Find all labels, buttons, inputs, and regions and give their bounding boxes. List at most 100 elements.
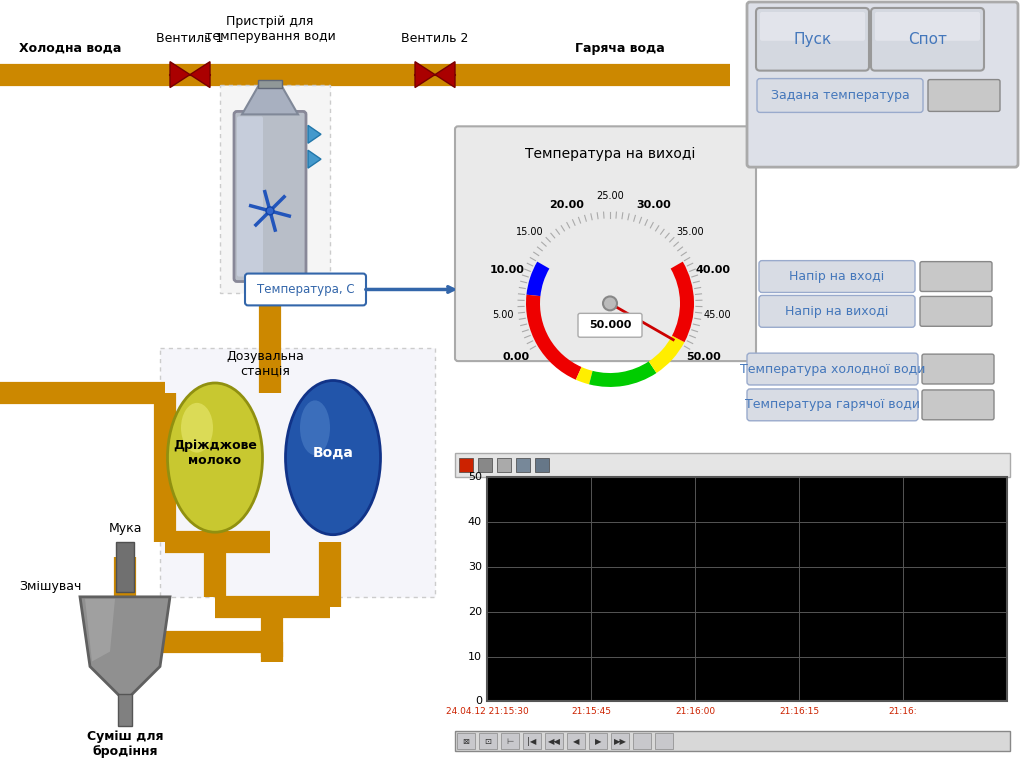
Polygon shape: [190, 62, 210, 88]
Text: 5.00: 5.00: [492, 310, 514, 320]
Circle shape: [266, 207, 274, 215]
FancyBboxPatch shape: [922, 354, 994, 384]
Text: 10: 10: [468, 651, 482, 661]
Wedge shape: [671, 262, 694, 342]
Text: 40: 40: [468, 517, 482, 527]
Text: 30.00: 30.00: [636, 200, 671, 210]
FancyBboxPatch shape: [756, 8, 869, 71]
FancyBboxPatch shape: [922, 390, 994, 420]
Polygon shape: [308, 126, 321, 143]
Bar: [455, 731, 1010, 751]
FancyBboxPatch shape: [759, 295, 915, 327]
FancyBboxPatch shape: [237, 116, 263, 276]
Text: 50: 50: [468, 473, 482, 482]
Text: ◀◀: ◀◀: [547, 737, 561, 746]
Text: Мука: Мука: [108, 522, 142, 535]
FancyBboxPatch shape: [747, 389, 918, 421]
Bar: [501, 733, 519, 749]
Bar: [589, 733, 607, 749]
FancyBboxPatch shape: [759, 260, 915, 292]
FancyBboxPatch shape: [875, 12, 980, 41]
Text: 15.00: 15.00: [516, 227, 543, 237]
FancyBboxPatch shape: [757, 78, 923, 113]
Text: ⊡: ⊡: [485, 737, 491, 746]
Text: Температура холодної води: Температура холодної води: [740, 362, 925, 376]
Text: 20: 20: [468, 607, 482, 616]
FancyBboxPatch shape: [220, 84, 330, 294]
Bar: [459, 457, 473, 472]
Text: 25.00: 25.00: [596, 191, 624, 201]
Bar: [478, 457, 492, 472]
Text: ⊠: ⊠: [463, 737, 470, 746]
Text: 21:16:00: 21:16:00: [675, 707, 715, 716]
Text: 30: 30: [468, 562, 482, 572]
FancyBboxPatch shape: [234, 111, 306, 282]
Text: 10.00: 10.00: [490, 265, 525, 275]
Polygon shape: [118, 694, 132, 726]
Bar: [535, 457, 549, 472]
Text: 0.00: 0.00: [503, 352, 530, 362]
Text: 50.00: 50.00: [686, 352, 721, 362]
Polygon shape: [245, 279, 295, 304]
Text: Вентиль 2: Вентиль 2: [401, 32, 469, 45]
FancyBboxPatch shape: [578, 314, 642, 337]
FancyBboxPatch shape: [160, 349, 435, 597]
Text: Температура на виході: Температура на виході: [525, 147, 695, 161]
Text: Пристрій для
темперування води: Пристрій для темперування води: [204, 15, 335, 43]
Bar: [611, 733, 629, 749]
Text: Дозувальна
станція: Дозувальна станція: [226, 350, 304, 378]
Ellipse shape: [167, 383, 262, 532]
Wedge shape: [527, 262, 549, 296]
Wedge shape: [576, 367, 592, 384]
Text: ◀: ◀: [573, 737, 579, 746]
Wedge shape: [526, 295, 582, 380]
Polygon shape: [85, 599, 115, 661]
Text: Вода: Вода: [312, 446, 353, 460]
Bar: [545, 733, 563, 749]
FancyBboxPatch shape: [920, 297, 992, 326]
Text: Гаряча вода: Гаряча вода: [575, 42, 665, 55]
Bar: [457, 733, 475, 749]
Text: 21:15:45: 21:15:45: [571, 707, 611, 716]
Text: Дріжджове
молоко: Дріжджове молоко: [174, 438, 257, 466]
FancyBboxPatch shape: [455, 126, 756, 361]
Text: ▶▶: ▶▶: [614, 737, 627, 746]
Text: 20.00: 20.00: [548, 200, 584, 210]
Ellipse shape: [181, 403, 213, 453]
Bar: [516, 457, 530, 472]
Polygon shape: [80, 597, 171, 696]
Text: Температура гарячої води: Температура гарячої води: [745, 398, 920, 412]
Bar: [633, 733, 651, 749]
Text: Холодна вода: Холодна вода: [18, 42, 121, 55]
Polygon shape: [415, 62, 435, 88]
Polygon shape: [171, 62, 190, 88]
Text: ⊢: ⊢: [506, 737, 514, 746]
FancyBboxPatch shape: [920, 262, 992, 291]
Wedge shape: [648, 336, 684, 373]
Bar: [479, 733, 497, 749]
FancyBboxPatch shape: [871, 8, 984, 71]
Text: 40.00: 40.00: [695, 265, 730, 275]
Text: 24.04.12 21:15:30: 24.04.12 21:15:30: [445, 707, 529, 716]
Circle shape: [603, 297, 617, 310]
Text: Задана температура: Задана температура: [771, 89, 910, 102]
Text: ▶: ▶: [595, 737, 601, 746]
Bar: [497, 457, 510, 472]
Text: Температура, С: Температура, С: [256, 283, 354, 296]
Bar: [567, 733, 585, 749]
Text: 0: 0: [475, 696, 482, 706]
Text: Змішувач: Змішувач: [18, 581, 82, 594]
Text: Спот: Спот: [908, 32, 947, 46]
FancyBboxPatch shape: [760, 12, 865, 41]
Text: Вентиль 1: Вентиль 1: [156, 32, 224, 45]
FancyBboxPatch shape: [928, 80, 1000, 111]
Ellipse shape: [300, 400, 330, 455]
FancyBboxPatch shape: [747, 353, 918, 385]
Polygon shape: [242, 87, 298, 114]
Text: 21:16:15: 21:16:15: [779, 707, 819, 716]
Text: Напір на вході: Напір на вході: [789, 270, 884, 283]
Bar: [523, 733, 541, 749]
Polygon shape: [308, 150, 321, 168]
Bar: [655, 733, 673, 749]
Bar: [258, 80, 282, 88]
